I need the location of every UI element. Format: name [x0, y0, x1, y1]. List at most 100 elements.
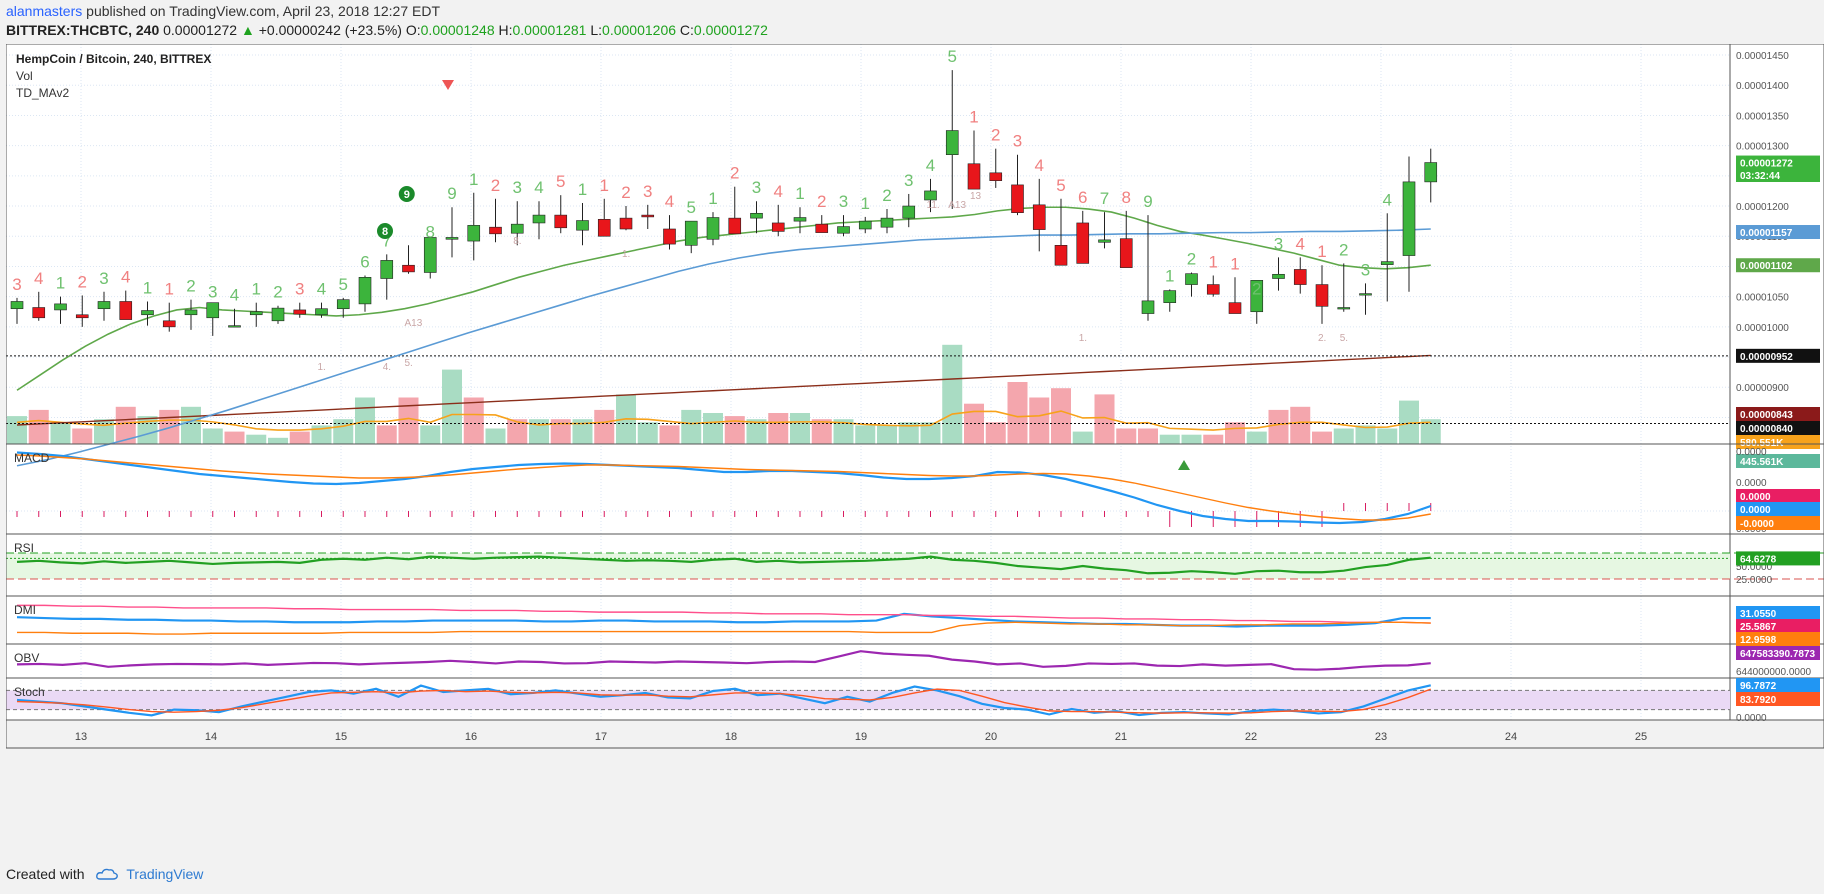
td-count-label: 1: [469, 170, 478, 189]
legend-td: TD_MAv2: [16, 86, 69, 100]
x-tick-label: 18: [725, 731, 737, 743]
macd-y-tick: 0.0000: [1736, 447, 1767, 458]
footer: Created with TradingView: [6, 866, 203, 882]
td-count-label: 2: [78, 272, 87, 291]
td-count-label: 2: [273, 283, 282, 302]
high-value: 0.00001281: [512, 22, 587, 38]
rsi-y-tick: 25.0000: [1736, 575, 1773, 586]
td-count-label: 3: [513, 178, 522, 197]
td-count-label: 2: [1187, 249, 1196, 268]
volume-bar: [507, 419, 528, 444]
td-count-label: 3: [643, 182, 652, 201]
candle-body: [1076, 222, 1090, 264]
candle-body: [619, 217, 633, 230]
price-tag: 0.00001102: [1740, 261, 1793, 272]
candle-body: [945, 130, 959, 156]
td-setup-mark: [398, 186, 415, 202]
volume-bar: [681, 409, 702, 444]
volume-bar: [811, 419, 832, 444]
td-count-label: 6: [360, 253, 369, 272]
tradingview-cloud-icon: [96, 868, 119, 880]
td-count-label: 7: [1100, 189, 1109, 208]
candle-body: [771, 222, 785, 232]
volume-bar: [746, 419, 767, 444]
volume-bar: [376, 425, 397, 444]
candle-body: [293, 309, 307, 315]
close-label: C:: [679, 22, 694, 38]
rsi-line: [16, 555, 1431, 575]
td-count-label: 3: [904, 171, 913, 190]
candle-body: [989, 172, 1003, 181]
candle-body: [336, 299, 350, 310]
td-count-label: 5: [687, 198, 696, 217]
td-count-label: 4: [1383, 190, 1392, 209]
td-count-label: 2: [1252, 280, 1261, 299]
td-small-text: 1.: [318, 362, 326, 373]
close-value: 0.00001272: [693, 22, 768, 38]
td-count-label: 1: [1230, 254, 1239, 273]
x-tick-label: 14: [205, 731, 217, 743]
td-count-label: 3: [208, 283, 217, 302]
x-tick-label: 19: [855, 731, 867, 743]
candle-body: [119, 301, 133, 320]
volume-bar: [224, 431, 245, 444]
candle-body: [1228, 302, 1242, 314]
candle-body: [706, 217, 720, 240]
up-arrow-marker: [1178, 460, 1190, 470]
candle-body: [54, 303, 67, 311]
td-count-label: 3: [99, 269, 108, 288]
rsi-y-tick: 50.0000: [1736, 562, 1773, 573]
volume-bar: [1333, 428, 1354, 444]
chart-canvas[interactable]: 13 14 15 16 17 18 19 20 21 22 23 24 250.000014500.00…: [6, 44, 1824, 864]
candle-body: [880, 217, 894, 228]
volume-bar: [1290, 406, 1311, 444]
stoch-tag: 96.7872: [1740, 681, 1777, 692]
candle-body: [184, 309, 198, 316]
td-count-label: 1: [1165, 266, 1174, 285]
td-count-label: 2: [817, 192, 826, 211]
dmi-title: DMI: [14, 603, 36, 617]
rsi-band: [6, 553, 1730, 579]
candle-body: [206, 302, 220, 319]
td-count-label: 1: [969, 108, 978, 127]
td-count-label: 2: [186, 277, 195, 296]
candle-body: [532, 214, 546, 224]
candle-body: [467, 225, 481, 242]
td-count-label: 6: [1078, 188, 1087, 207]
up-triangle-icon: ▲: [240, 22, 255, 38]
td-count-label: 1: [165, 280, 174, 299]
candle-body: [1185, 273, 1198, 285]
td-setup-mark: [377, 223, 393, 239]
volume-bar: [594, 409, 615, 444]
created-with-label: Created with: [6, 866, 85, 882]
td-count-label: 4: [34, 269, 43, 288]
volume-ma-line: [16, 410, 1431, 431]
tradingview-brand-link[interactable]: TradingView: [126, 866, 204, 882]
macd-tag: 0.0000: [1740, 505, 1771, 516]
candle-body: [1098, 239, 1111, 243]
td-small-text: 5.: [405, 358, 413, 369]
x-tick-label: 15: [335, 731, 347, 743]
macd-tag: 0.0000: [1740, 492, 1771, 503]
x-tick-label: 20: [985, 731, 997, 743]
td-count-label: 4: [774, 182, 783, 201]
legend-title: HempCoin / Bitcoin, 240, BITTREX: [16, 52, 211, 66]
price-change: +0.00000242 (+23.5%): [258, 22, 402, 38]
candle-body: [1380, 261, 1394, 265]
candle-body: [228, 325, 241, 328]
volume-bar: [659, 425, 680, 444]
volume-bar: [1420, 419, 1441, 444]
td-count-label: 5: [556, 172, 565, 191]
author-link[interactable]: alanmasters: [6, 3, 83, 19]
dmi-tag: 31.0550: [1740, 609, 1777, 620]
y-tick-label: 0.00001400: [1736, 81, 1789, 92]
price-tag-bg: [1736, 225, 1820, 240]
td-count-label: 1: [600, 176, 609, 195]
td-count-label: 1: [252, 280, 261, 299]
volume-bar: [246, 434, 267, 444]
price-tag: 0.00001272: [1740, 159, 1793, 170]
td-small-text: A13: [405, 318, 423, 329]
td-count-label: 3: [1274, 234, 1283, 253]
candle-body: [423, 237, 437, 273]
x-tick-label: 17: [595, 731, 607, 743]
